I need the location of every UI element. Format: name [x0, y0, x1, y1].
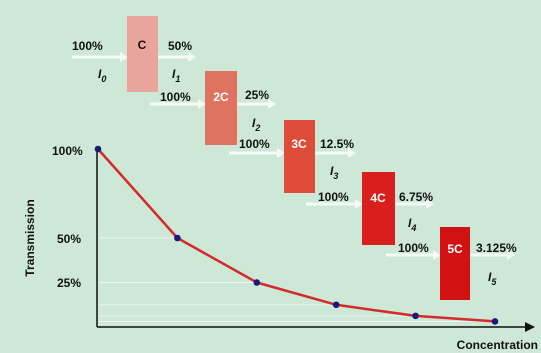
- beam-arrow: [306, 202, 356, 206]
- beam-arrow: [469, 253, 508, 257]
- intensity-subscript: 3: [333, 171, 338, 181]
- beam-arrowhead: [426, 199, 434, 209]
- intensity-label: I1: [172, 67, 180, 84]
- intensity-symbol: I: [172, 67, 176, 81]
- absorber-label: 2C: [213, 90, 229, 104]
- beam-arrowhead: [507, 250, 515, 260]
- absorber-block: [127, 16, 158, 92]
- intensity-label: I5: [488, 270, 497, 287]
- intensity-subscript: 2: [254, 123, 260, 133]
- intensity-label: I4: [408, 216, 416, 233]
- beam-arrow: [157, 55, 189, 59]
- beam-arrow: [386, 253, 434, 257]
- transmitted-percent: 12.5%: [320, 137, 354, 151]
- y-tick-label: 50%: [57, 232, 81, 246]
- absorber-block: [440, 227, 470, 300]
- intensity-label: I2: [252, 116, 260, 133]
- absorber-label: 4C: [370, 191, 386, 205]
- incident-percent: 100%: [72, 39, 103, 53]
- intensity-symbol: I: [408, 216, 412, 230]
- beam-arrow: [236, 102, 269, 106]
- intensity-symbol: I: [98, 67, 102, 81]
- transmitted-percent: 3.125%: [476, 241, 517, 255]
- gridlines: [99, 237, 495, 322]
- incident-percent: 100%: [160, 90, 191, 104]
- beam-arrowhead: [188, 52, 196, 62]
- intensity-subscript: 0: [101, 74, 106, 84]
- beam-arrowhead: [348, 148, 356, 158]
- data-point: [94, 145, 102, 153]
- intensity-label: I0: [98, 67, 106, 84]
- beam-arrowhead: [433, 250, 441, 260]
- data-point: [332, 301, 340, 309]
- y-tick-label: 25%: [57, 276, 81, 290]
- transmission-curve: [94, 145, 499, 325]
- incident-percent: 100%: [318, 190, 349, 204]
- absorber-label: 3C: [291, 137, 307, 151]
- intensity-symbol: I: [488, 270, 492, 284]
- beam-arrow: [314, 151, 349, 155]
- incident-percent: 100%: [239, 137, 270, 151]
- absorber-block: [284, 120, 315, 193]
- beam-arrowhead: [198, 99, 206, 109]
- incident-percent: 100%: [398, 241, 429, 255]
- x-axis-label: Concentration: [457, 338, 538, 352]
- absorber-label: 5C: [447, 242, 463, 256]
- beam-arrowhead: [355, 199, 363, 209]
- data-point: [174, 234, 181, 242]
- absorber-label: C: [138, 38, 147, 52]
- absorber-block: [362, 172, 395, 245]
- intensity-subscript: 4: [410, 223, 416, 233]
- y-tick-label: 100%: [52, 144, 83, 158]
- intensity-symbol: I: [252, 116, 256, 130]
- intensity-subscript: 1: [175, 74, 180, 84]
- beam-arrowhead: [277, 148, 285, 158]
- absorber-block: [205, 71, 237, 145]
- intensity-symbol: I: [330, 164, 334, 178]
- transmitted-percent: 6.75%: [399, 190, 433, 204]
- beam-arrow: [150, 102, 199, 106]
- beam-arrow: [72, 55, 121, 59]
- beam-arrow: [394, 202, 427, 206]
- transmitted-percent: 25%: [245, 88, 269, 102]
- data-point: [412, 312, 419, 320]
- curve-line: [97, 148, 496, 323]
- data-point: [491, 318, 499, 325]
- beam-arrowhead: [268, 99, 276, 109]
- beam-arrowhead: [120, 52, 128, 62]
- beam-arrow: [229, 151, 278, 155]
- transmitted-percent: 50%: [168, 39, 192, 53]
- data-point: [253, 279, 261, 286]
- intensity-subscript: 5: [491, 277, 497, 287]
- x-axis-arrowhead: [525, 322, 535, 332]
- y-axis-label: Transmission: [23, 199, 37, 276]
- intensity-label: I3: [330, 164, 338, 181]
